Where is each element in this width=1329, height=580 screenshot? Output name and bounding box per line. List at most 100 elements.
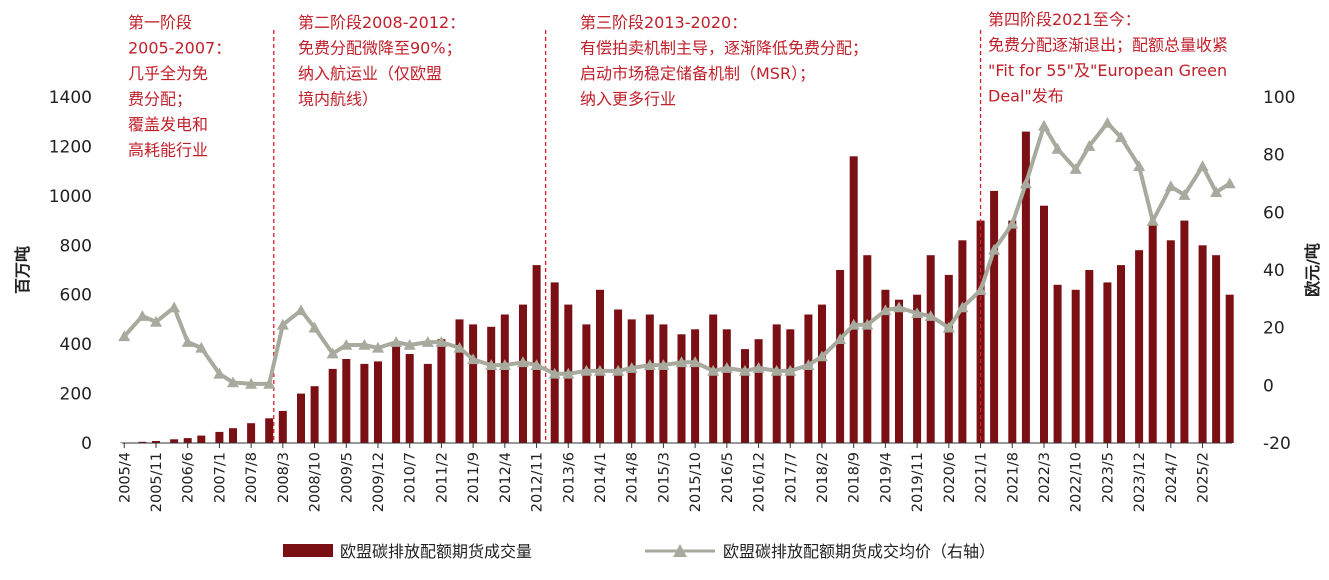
volume-bar — [247, 423, 256, 443]
price-point-marker — [403, 338, 416, 350]
price-point-marker — [181, 336, 194, 347]
x-tick-label: 2006/6 — [181, 452, 197, 503]
volume-bar — [849, 156, 858, 444]
price-point-marker — [453, 341, 466, 353]
volume-bar — [297, 393, 305, 443]
price-point-marker — [227, 376, 239, 388]
price-point-marker — [834, 333, 847, 344]
volume-bar — [881, 289, 890, 443]
phase4-annotation: 第四阶段2021至今： 免费分配逐渐退出；配额总量收紧 "Fit for 55"及"… — [988, 10, 1228, 106]
left-y-axis-title: 百万吨 — [13, 246, 32, 294]
left-y-tick-label: 0 — [81, 434, 92, 454]
phase1-annotation-line: 2005-2007： — [128, 39, 231, 58]
x-tick-label: 2007/1 — [212, 452, 228, 503]
price-point-marker — [467, 353, 480, 365]
x-tick-label: 2011/2 — [434, 452, 450, 503]
volume-bar — [990, 190, 999, 443]
volume-bar — [1008, 220, 1017, 443]
price-point-marker — [435, 336, 448, 347]
phase4-annotation-line: "Fit for 55"及"European Green — [988, 61, 1227, 80]
price-point-marker — [911, 307, 924, 319]
price-point-marker — [974, 284, 987, 295]
price-point-marker — [1133, 160, 1146, 171]
volume-bar — [500, 314, 509, 443]
x-tick-label: 2016/5 — [720, 452, 736, 503]
volume-bar — [691, 329, 700, 443]
phase3-annotation-line: 启动市场稳定储备机制（MSR）； — [580, 64, 815, 83]
volume-bar — [170, 439, 179, 443]
phase1-annotation-line: 覆盖发电和 — [128, 115, 208, 134]
volume-bar — [1212, 255, 1221, 443]
price-point-marker — [485, 359, 498, 370]
left-y-tick-label: 600 — [60, 286, 92, 306]
phase2-annotation: 第二阶段2008-2012： 免费分配微降至90%； 纳入航运业（仅欧盟境内航线） — [298, 13, 465, 109]
volume-bar — [310, 386, 319, 443]
volume-bar — [895, 299, 903, 443]
x-tick-label: 2021/8 — [1005, 452, 1021, 503]
price-point-marker — [802, 359, 815, 370]
left-y-tick-label: 1200 — [49, 137, 92, 157]
price-point-marker — [893, 301, 905, 313]
right-y-axis-title: 欧元/吨 — [1303, 243, 1322, 297]
price-point-marker — [358, 338, 371, 350]
volume-bar — [1040, 205, 1048, 443]
price-point-marker — [548, 367, 561, 379]
x-tick-label: 2012/11 — [530, 452, 546, 512]
volume-bar — [197, 435, 206, 443]
x-tick-label: 2016/12 — [752, 452, 768, 512]
x-tick-label: 2009/12 — [371, 452, 387, 512]
price-point-marker — [924, 310, 937, 321]
volume-bar — [437, 339, 446, 443]
volume-bar — [229, 428, 237, 443]
volume-bar — [360, 363, 369, 443]
phase2-annotation-line: 境内航线） — [298, 90, 378, 109]
volume-bar — [582, 324, 591, 443]
volume-bar — [374, 361, 382, 443]
right-y-tick-label: 0 — [1263, 376, 1274, 396]
volume-bar — [1148, 225, 1157, 443]
price-point-marker — [118, 330, 131, 342]
left-y-tick-label: 400 — [60, 335, 92, 355]
volume-bar — [958, 240, 967, 443]
price-point-marker — [738, 364, 751, 376]
price-point-marker — [643, 359, 656, 370]
volume-bar — [183, 438, 192, 443]
volume-bar — [1198, 245, 1207, 443]
price-point-marker — [720, 362, 733, 373]
volume-bar — [677, 334, 686, 443]
price-point-marker — [371, 341, 384, 353]
volume-bar — [1053, 284, 1062, 443]
phase4-annotation-line: 第四阶段2021至今： — [988, 10, 1141, 29]
x-tick-label: 2009/5 — [339, 452, 355, 503]
x-tick-label: 2005/4 — [117, 452, 133, 503]
volume-bar — [1166, 240, 1175, 443]
price-point-marker — [1037, 119, 1050, 131]
phase1-annotation-line: 高耗能行业 — [128, 141, 208, 160]
volume-bar — [1085, 270, 1094, 443]
price-line-path — [122, 120, 1231, 386]
left-y-tick-label: 1000 — [49, 187, 92, 207]
volume-bar — [423, 363, 432, 443]
legend-volume-label: 欧盟碳排放配额期货成交量 — [340, 542, 532, 561]
price-point-marker — [276, 318, 289, 330]
price-point-marker — [421, 336, 434, 347]
right-y-tick-label: 20 — [1263, 319, 1285, 339]
price-point-marker — [625, 362, 638, 373]
volume-bar — [944, 274, 953, 443]
volume-bar — [645, 314, 654, 443]
x-tick-label: 2018/9 — [847, 452, 863, 503]
phase3-annotation-line: 有偿拍卖机制主导，逐渐降低免费分配； — [580, 39, 868, 58]
price-point-marker — [612, 364, 625, 376]
volume-bar — [614, 309, 623, 443]
price-point-marker — [245, 377, 258, 389]
x-tick-label: 2014/8 — [625, 452, 641, 503]
x-tick-label: 2013/6 — [561, 452, 577, 503]
volume-bar — [741, 349, 749, 443]
price-point-marker — [136, 310, 149, 321]
phase2-annotation-line: 免费分配微降至90%； — [298, 39, 462, 58]
x-tick-label: 2019/11 — [910, 452, 926, 512]
price-point-marker — [1051, 142, 1064, 154]
volume-bar — [532, 265, 541, 443]
volume-bar — [550, 282, 559, 443]
